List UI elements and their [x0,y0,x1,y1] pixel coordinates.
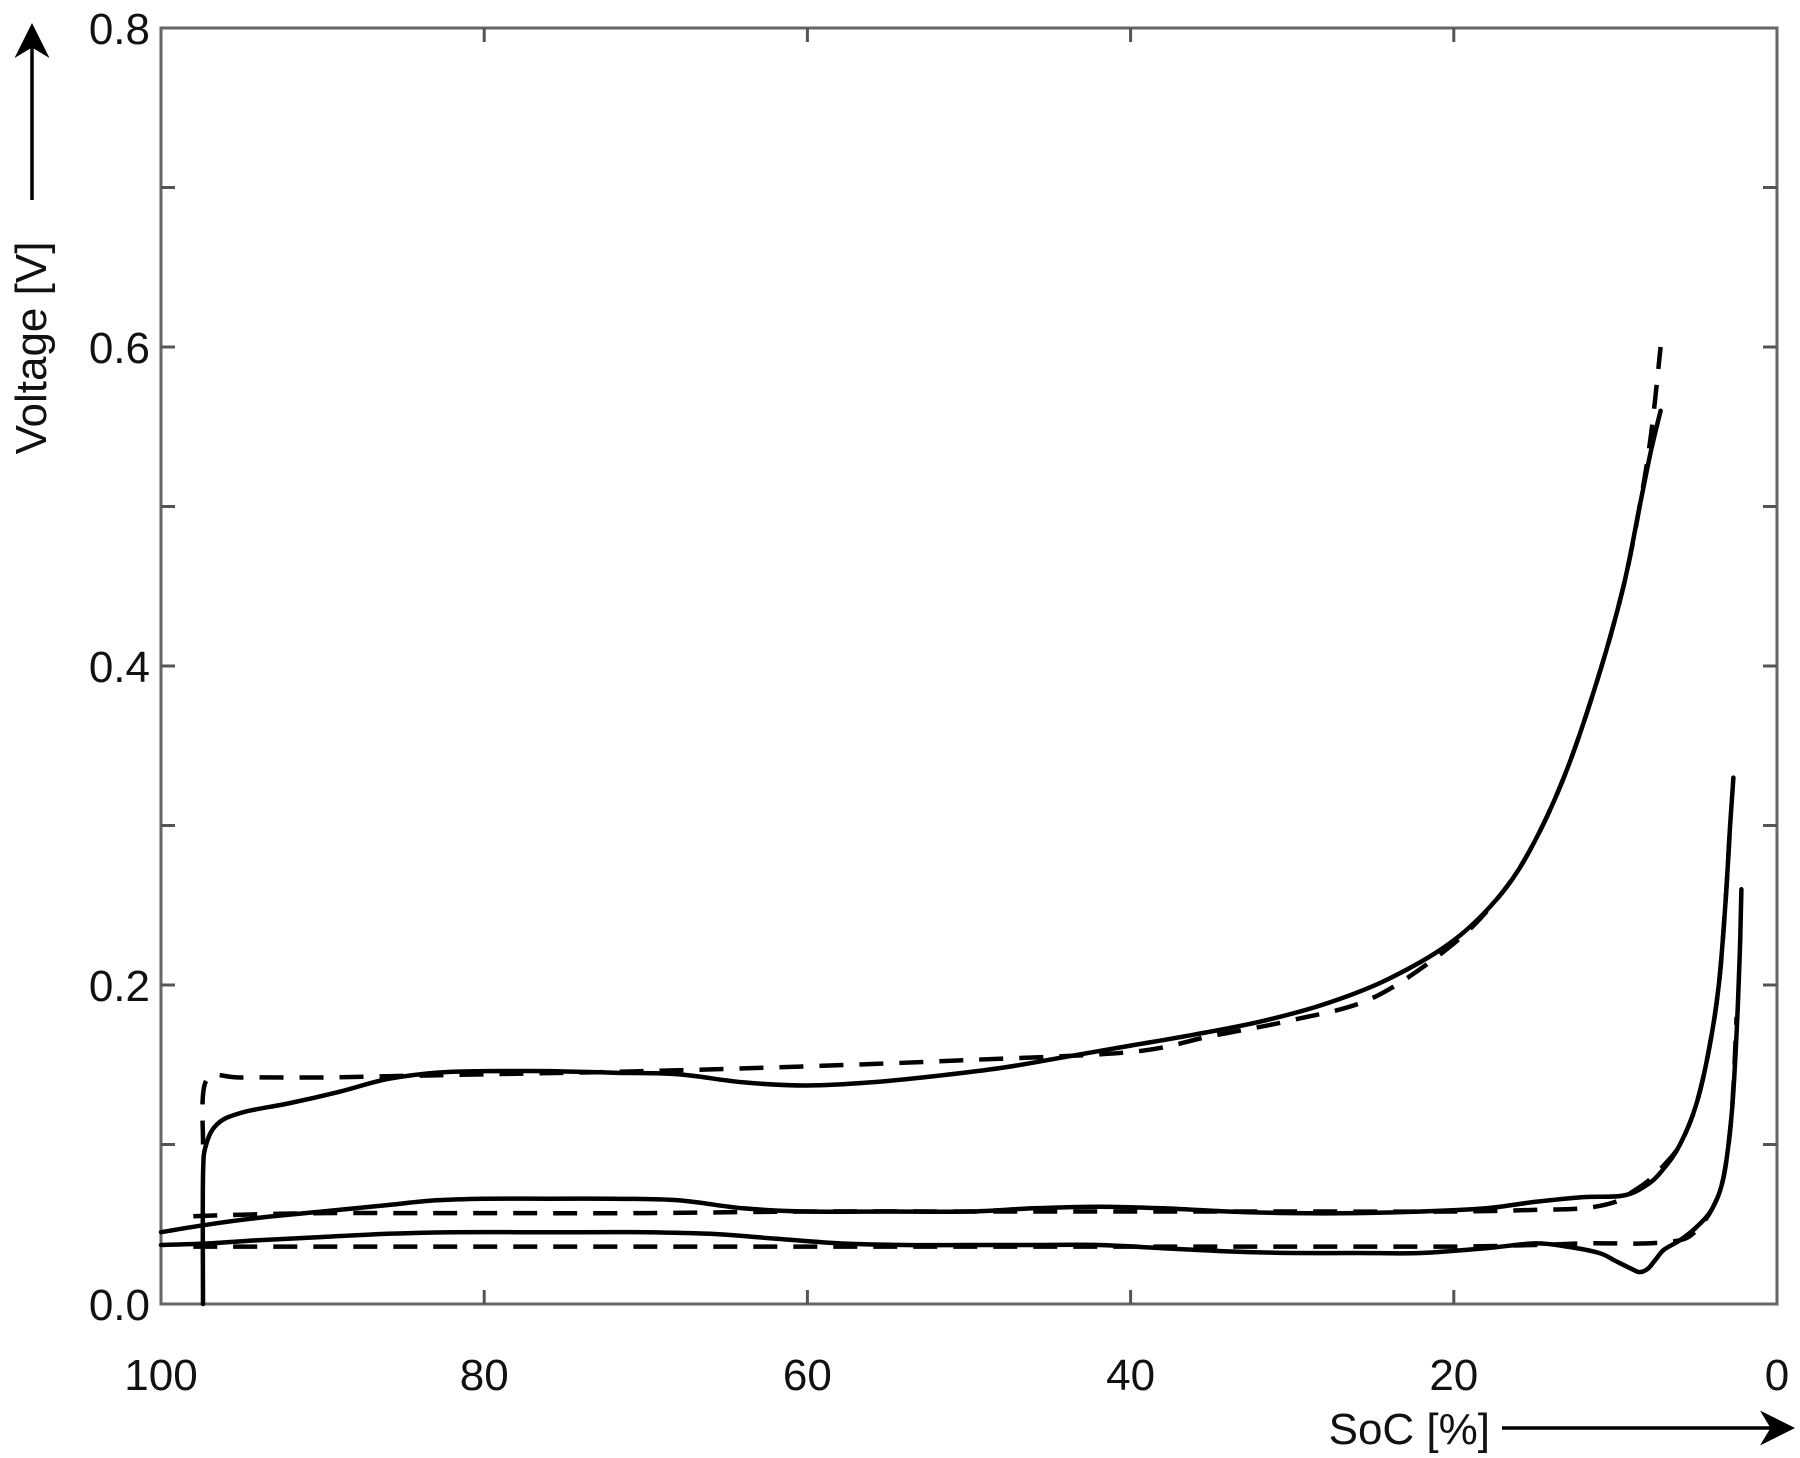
tick-labels: 100 80 60 40 20 0 0.0 0.2 0.4 0.6 0.8 [89,5,1789,1400]
x-tick-label: 80 [460,1351,509,1400]
y-tick-label: 0.6 [89,324,150,373]
x-tick-label: 20 [1429,1351,1478,1400]
x-axis-label-group: SoC [%] [1329,1405,1795,1454]
series-upper-model [200,346,1663,1145]
plot-frame [159,26,1779,1306]
y-tick-label: 0.8 [89,5,150,54]
x-tick-label: 100 [124,1351,197,1400]
axis-ticks [161,28,1777,1304]
x-axis-label: SoC [%] [1329,1405,1490,1454]
data-series [158,346,1744,1307]
series-lower-measured [158,887,1744,1275]
series-lower-model [193,1016,1739,1249]
y-tick-label: 0.4 [89,643,150,692]
x-tick-label: 60 [783,1351,832,1400]
x-tick-label: 0 [1765,1351,1789,1400]
series-upper-measured [200,408,1663,1307]
x-tick-label: 40 [1106,1351,1155,1400]
series-middle-measured [158,775,1736,1235]
y-tick-label: 0.2 [89,962,150,1011]
series-middle-model [193,825,1733,1219]
y-axis-label-group: Voltage [V] [7,23,56,455]
y-tick-label: 0.0 [89,1281,150,1330]
y-axis-label: Voltage [V] [7,242,56,455]
